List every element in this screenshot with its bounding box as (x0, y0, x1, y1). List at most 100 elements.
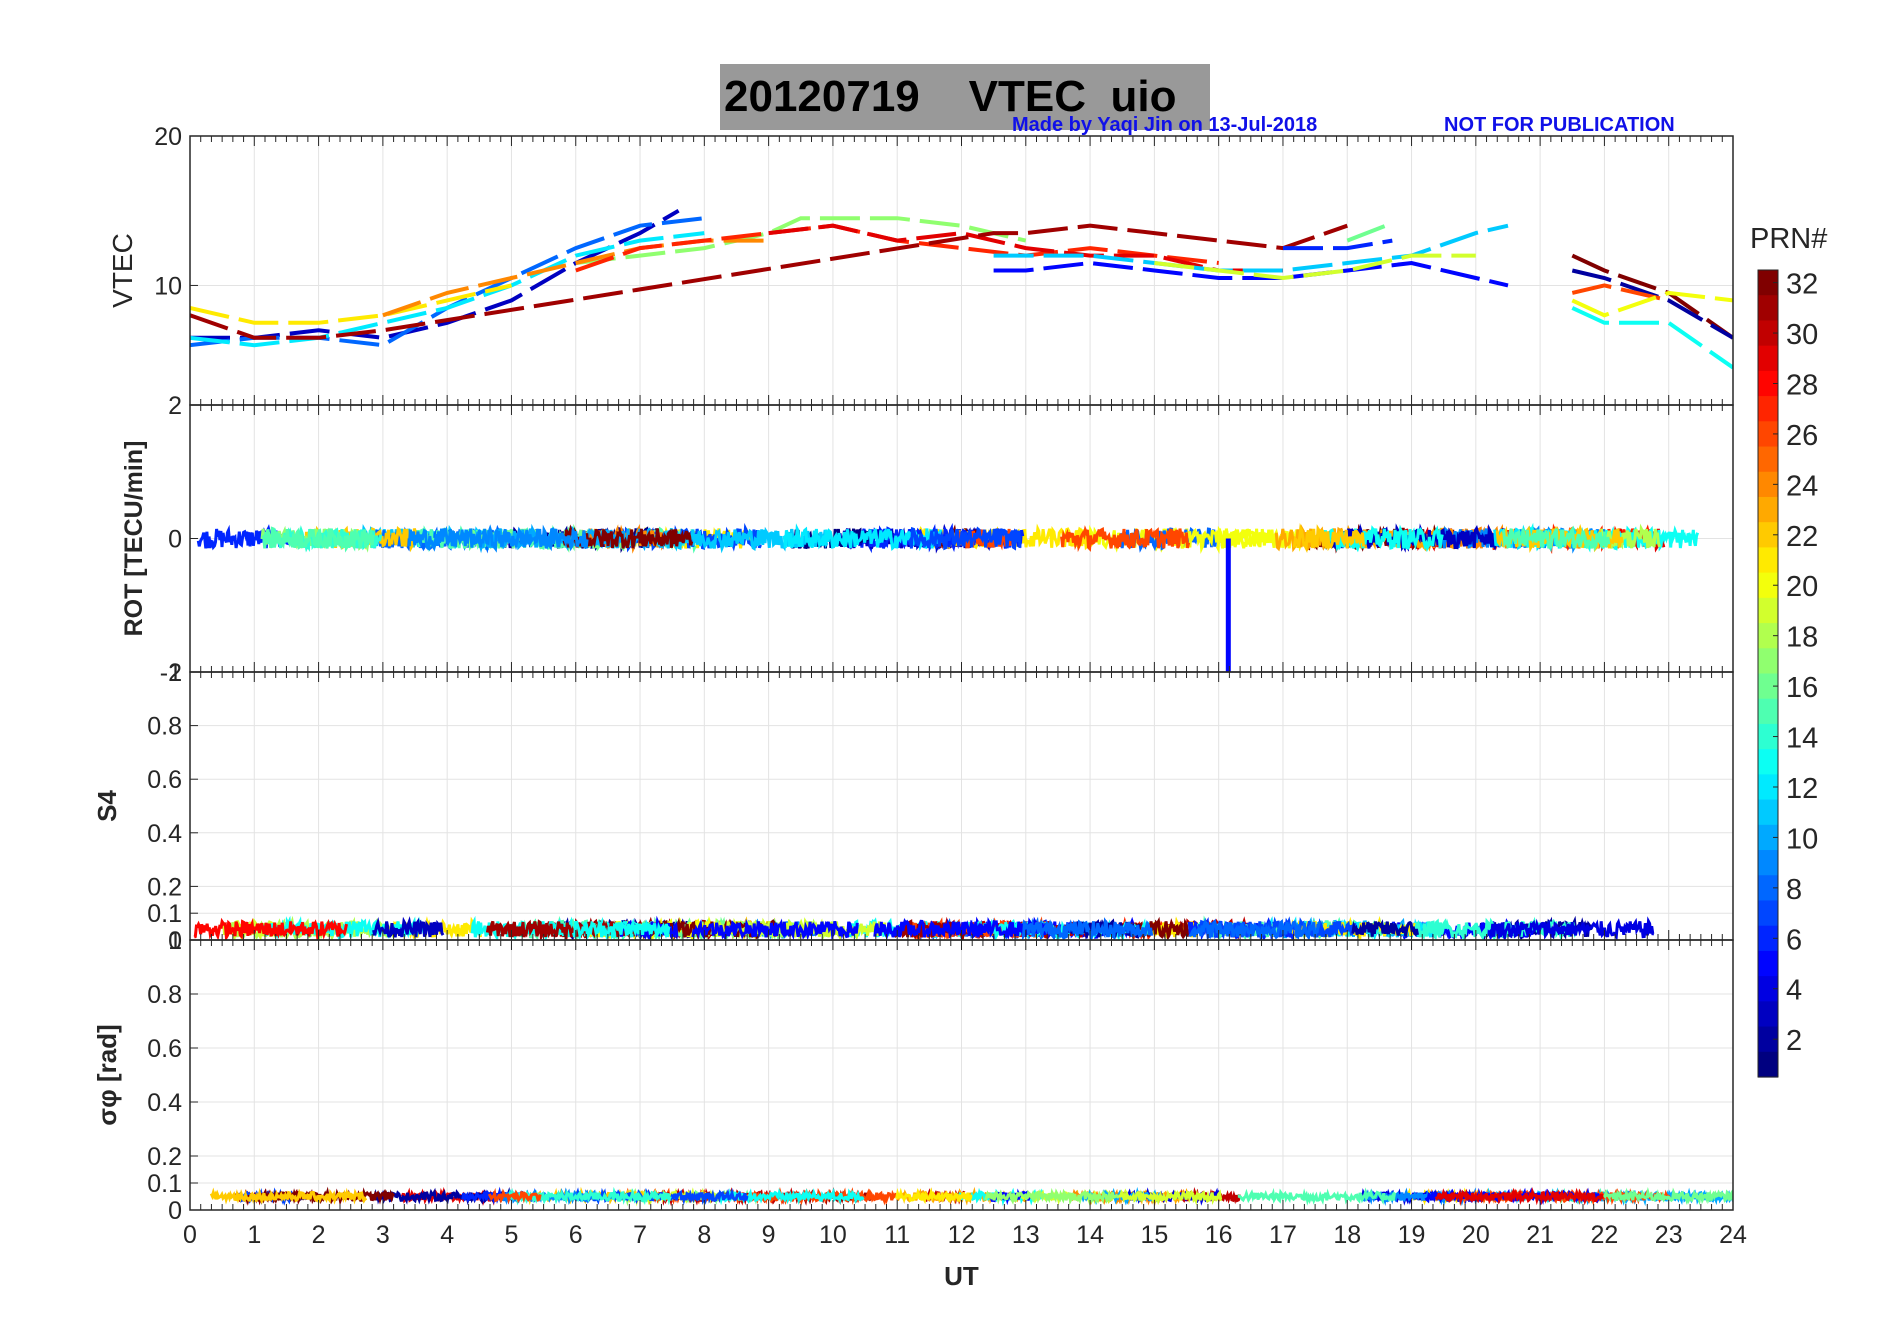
y-tick-label: 0.1 (147, 1170, 182, 1198)
y-tick-label: -2 (160, 659, 182, 687)
series-prn-28 (193, 917, 348, 940)
series-prn-13 (1571, 306, 1733, 370)
colorbar-tick-label: 32 (1786, 269, 1818, 301)
series-prn-20 (1571, 290, 1733, 318)
series-prn-7 (907, 526, 1022, 551)
y-tick-label: 0.4 (147, 820, 182, 848)
colorbar-tick-label: 22 (1786, 521, 1818, 553)
series-prn-31 (485, 917, 638, 940)
panel-rot: -2 0 2 ROT [TECU/min] (120, 392, 1734, 687)
series-prn-13 (716, 1187, 865, 1206)
colorbar-tick-label: 14 (1786, 723, 1818, 755)
series-prn-11 (993, 223, 1509, 273)
title-date: 20120719 (724, 72, 920, 121)
x-tick-label: 10 (819, 1221, 847, 1249)
colorbar-tick-label: 8 (1786, 874, 1802, 906)
title-label: VTEC (968, 72, 1087, 121)
colorbar-cell (1758, 799, 1778, 826)
series-prn-22 (1292, 523, 1365, 554)
colorbar-cell (1758, 547, 1778, 574)
series-prn-15 (1237, 1187, 1397, 1206)
notice-text: NOT FOR PUBLICATION (1444, 114, 1675, 136)
series-prn-8 (1188, 917, 1321, 940)
series-prn-17 (575, 216, 1027, 265)
colorbar-cell (1758, 925, 1778, 952)
colorbar-cell (1758, 345, 1778, 372)
x-tick-label: 20 (1462, 1221, 1490, 1249)
x-axis-label: UT (944, 1261, 979, 1291)
colorbar-cell (1758, 648, 1778, 675)
colorbar-tick-label: 30 (1786, 319, 1818, 351)
colorbar-tick-label: 24 (1786, 470, 1818, 502)
series-prn-6 (1283, 238, 1393, 251)
colorbar-cell (1758, 774, 1778, 801)
x-tick-label: 3 (376, 1221, 390, 1249)
x-tick-label: 21 (1526, 1221, 1554, 1249)
y-tick-label: 0.4 (147, 1089, 182, 1117)
colorbar-cell (1758, 875, 1778, 902)
x-axis: 0 1 2 3 4 5 6 7 8 9 10 11 12 13 14 15 16 17 18 19 20 21 22 23 24… (183, 1221, 1747, 1291)
x-tick-label: 12 (948, 1221, 976, 1249)
credit-text: Made by Yaqi Jin on 13-Jul-2018 (1012, 114, 1318, 136)
series-prn-5 (993, 260, 1509, 288)
x-tick-label: 9 (762, 1221, 776, 1249)
colorbar-cell (1758, 270, 1778, 296)
x-tick-label: 22 (1591, 1221, 1619, 1249)
series-prn-2 (1351, 919, 1419, 938)
colorbar-cell (1758, 900, 1778, 927)
series-group (190, 208, 1733, 370)
y-tick-label: 1 (168, 659, 182, 687)
x-tick-label: 24 (1719, 1221, 1747, 1249)
colorbar-cell (1758, 471, 1778, 498)
series-prn-18 (1600, 523, 1661, 550)
colorbar-tick-label: 20 (1786, 571, 1818, 603)
x-tick-label: 17 (1269, 1221, 1297, 1249)
colorbar-cell (1758, 421, 1778, 448)
y-tick-label: 0.1 (147, 900, 182, 928)
series-prn-22 (209, 1187, 368, 1205)
series-prn-4 (1488, 916, 1655, 940)
colorbar-label: PRN# (1750, 223, 1827, 255)
colorbar-cell (1758, 698, 1778, 725)
colorbar-tick-label: 26 (1786, 420, 1818, 452)
colorbar-cell (1758, 673, 1778, 700)
colorbar-cell (1758, 1026, 1778, 1053)
colorbar-tick-label: 12 (1786, 773, 1818, 805)
y-tick-label: 0 (168, 1197, 182, 1225)
y-tick-label: 10 (154, 272, 182, 300)
series-prn-19 (1118, 1189, 1223, 1206)
y-tick-label: 0.6 (147, 766, 182, 794)
colorbar-cell (1758, 496, 1778, 523)
x-tick-label: 8 (697, 1221, 711, 1249)
series-prn-19 (1154, 253, 1476, 281)
series-prn-32 (1571, 253, 1733, 340)
series-prn-15 (1502, 525, 1611, 552)
colorbar-cell (1758, 950, 1778, 977)
title-box (720, 64, 1210, 130)
colorbar-cell (1758, 295, 1778, 322)
colorbar-cell (1758, 446, 1778, 473)
colorbar-cell (1758, 597, 1778, 624)
x-tick-label: 15 (1140, 1221, 1168, 1249)
colorbar-cell (1758, 1051, 1778, 1078)
x-tick-label: 7 (633, 1221, 647, 1249)
title-station: uio (1110, 72, 1177, 121)
x-tick-label: 4 (440, 1221, 454, 1249)
colorbar-cell (1758, 370, 1778, 397)
x-tick-label: 14 (1076, 1221, 1104, 1249)
series-prn-29 (768, 223, 1283, 273)
colorbar-tick-label: 4 (1786, 975, 1802, 1007)
series-prn-31 (190, 223, 1348, 340)
series-prn-16 (1346, 223, 1387, 243)
colorbar-cell (1758, 623, 1778, 649)
series-prn-3 (372, 916, 445, 938)
series-prn-13 (1322, 524, 1444, 553)
series-prn-17 (984, 1187, 1120, 1206)
series-prn-8 (1021, 917, 1154, 940)
y-tick-label: 0.8 (147, 981, 182, 1009)
series-prn-3 (190, 208, 680, 340)
y-axis-label: VTEC (107, 233, 138, 308)
y-axis-label: σφ [rad] (92, 1024, 122, 1125)
